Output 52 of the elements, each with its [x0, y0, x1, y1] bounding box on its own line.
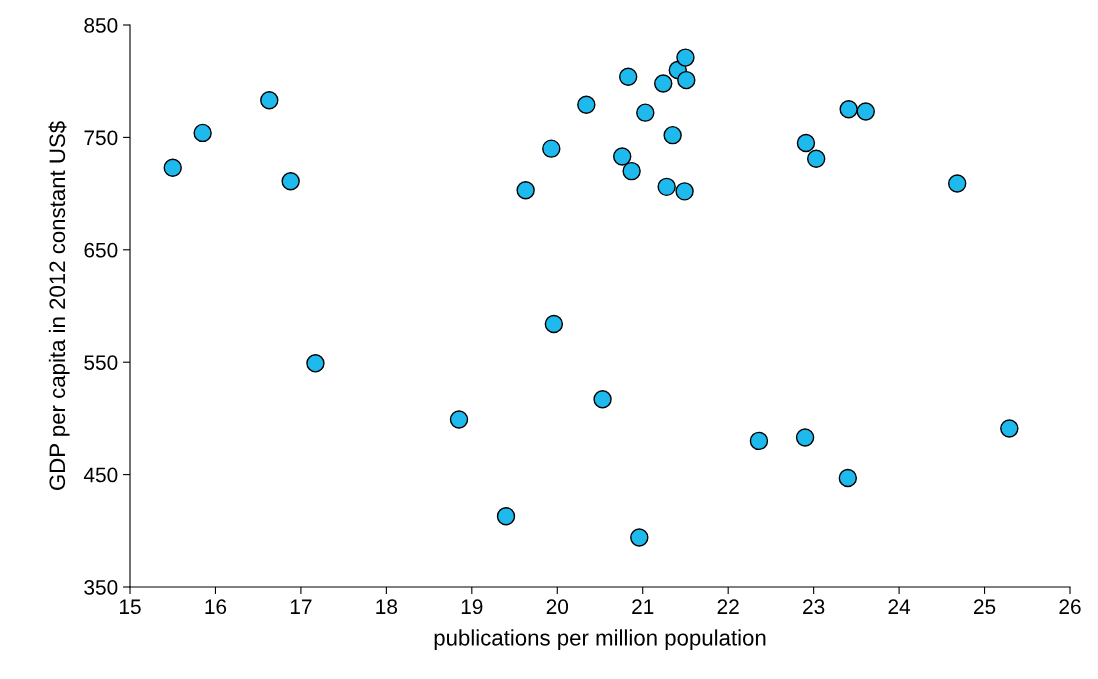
- point: [449, 410, 469, 429]
- x-tick-label: 18: [376, 599, 398, 615]
- x-tick-label: 25: [974, 599, 996, 615]
- x-tick-label: 19: [461, 599, 483, 615]
- point: [636, 103, 655, 122]
- point: [663, 125, 682, 145]
- point: [496, 506, 516, 526]
- point: [856, 102, 875, 121]
- point: [749, 431, 769, 451]
- point: [947, 174, 967, 193]
- point: [795, 428, 815, 447]
- point: [838, 468, 858, 488]
- x-tick-label: 16: [205, 599, 227, 615]
- point: [193, 123, 212, 143]
- x-tick-label: 20: [546, 599, 569, 615]
- x-axis-title: publications per million population: [434, 629, 766, 651]
- point: [516, 181, 535, 200]
- x-tick-label: 24: [888, 599, 911, 614]
- x-tick-label: 22: [717, 599, 739, 614]
- point: [622, 161, 641, 181]
- point: [281, 172, 300, 191]
- point: [544, 314, 564, 334]
- x-tick-label: 23: [803, 599, 825, 615]
- point: [577, 95, 596, 115]
- point: [676, 48, 695, 67]
- y-tick-label: 350: [84, 580, 118, 595]
- point: [618, 67, 638, 86]
- x-tick-label: 17: [290, 599, 312, 614]
- point: [542, 139, 561, 158]
- x-tick-label: 26: [1059, 599, 1081, 615]
- point: [593, 390, 612, 409]
- y-tick-label: 550: [84, 355, 118, 370]
- point: [654, 74, 673, 93]
- point: [613, 147, 632, 166]
- point: [657, 177, 676, 197]
- y-axis-title: GDP per capita in 2012 constant US$: [48, 121, 70, 490]
- point: [260, 91, 279, 110]
- point: [630, 528, 649, 547]
- y-tick-label: 650: [84, 242, 118, 258]
- y-tick-label: 750: [84, 130, 118, 146]
- point: [163, 158, 182, 177]
- point: [806, 149, 826, 168]
- point: [677, 70, 696, 90]
- y-tick-label: 850: [84, 18, 118, 33]
- y-tick-label: 450: [83, 467, 118, 483]
- point: [675, 182, 694, 201]
- point: [306, 354, 325, 373]
- point: [1000, 419, 1019, 438]
- point: [796, 133, 816, 153]
- point: [839, 100, 858, 119]
- x-tick-label: 21: [632, 599, 654, 614]
- x-tick-label: 15: [120, 599, 141, 615]
